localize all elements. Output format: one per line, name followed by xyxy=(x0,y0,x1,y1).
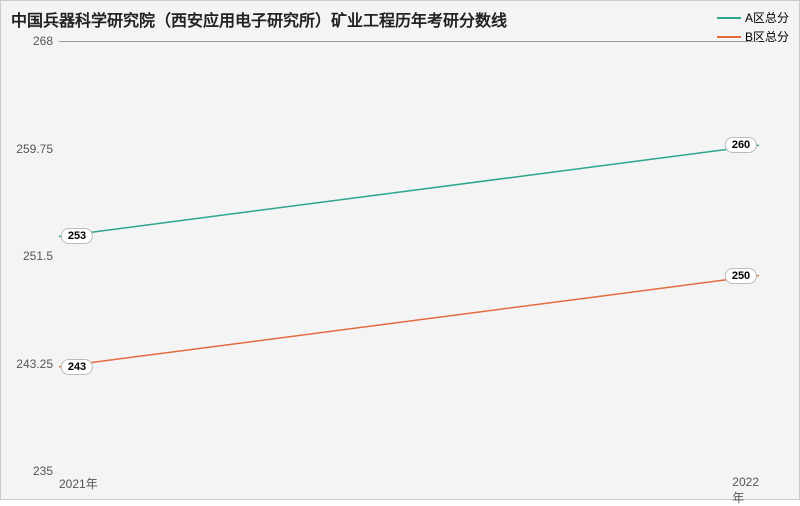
data-point-label: 243 xyxy=(61,359,93,375)
y-tick-label: 243.25 xyxy=(3,357,53,371)
data-point-label: 260 xyxy=(725,137,757,153)
legend-label-a: A区总分 xyxy=(745,9,789,26)
legend-swatch-b xyxy=(717,36,741,38)
data-point-label: 250 xyxy=(725,268,757,284)
x-tick-label: 2022年 xyxy=(732,475,759,506)
chart-title: 中国兵器科学研究院（西安应用电子研究所）矿业工程历年考研分数线 xyxy=(11,7,507,31)
line-chart: 中国兵器科学研究院（西安应用电子研究所）矿业工程历年考研分数线 A区总分 B区总… xyxy=(0,0,800,500)
y-tick-label: 251.5 xyxy=(3,249,53,263)
y-tick-label: 268 xyxy=(3,34,53,48)
series-line xyxy=(59,276,759,367)
data-point-label: 253 xyxy=(61,228,93,244)
plot-area: 235243.25251.5259.752682021年2022年2532602… xyxy=(59,41,759,471)
lines-layer xyxy=(59,41,759,471)
legend-swatch-a xyxy=(717,17,741,19)
y-tick-label: 259.75 xyxy=(3,142,53,156)
series-line xyxy=(59,145,759,236)
legend-item: A区总分 xyxy=(717,9,789,26)
y-tick-label: 235 xyxy=(3,464,53,478)
x-tick-label: 2021年 xyxy=(59,475,98,492)
